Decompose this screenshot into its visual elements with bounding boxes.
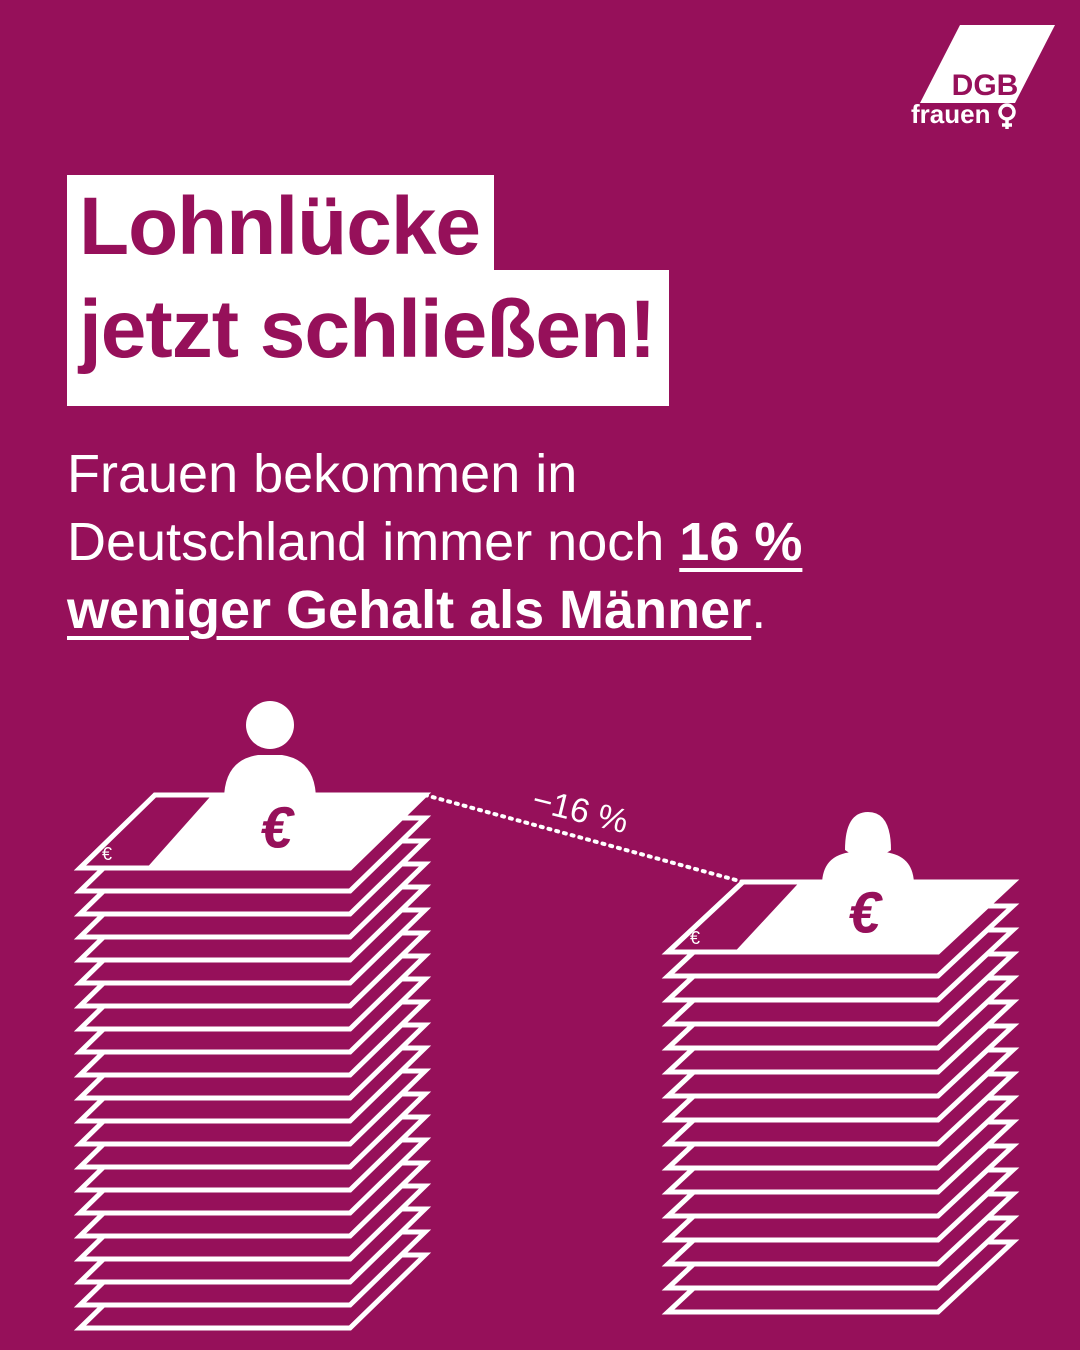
bill-layer (73, 1068, 432, 1147)
venus-icon (998, 103, 1016, 121)
bill-currency-small: € (102, 844, 112, 864)
bill-layer (73, 953, 432, 1032)
bill-top (73, 792, 432, 871)
body-part: . (751, 580, 767, 640)
bill-layer (73, 1229, 432, 1308)
money-stack: € € (661, 879, 1020, 1315)
bill-layer (73, 1160, 432, 1239)
bill-layer (73, 1137, 432, 1216)
bill-layer (661, 1143, 1020, 1219)
bill-layer (73, 815, 432, 894)
bill-layer (661, 1167, 1020, 1243)
bill-layer (73, 1045, 432, 1124)
woman-head (845, 812, 891, 858)
logo-name: DGB (952, 69, 1019, 102)
bill-mark (165, 800, 187, 812)
bill-layer (661, 903, 1020, 979)
man-head (246, 701, 294, 749)
money-stack: € € (73, 792, 432, 1331)
headline-line: Lohnlücke (67, 175, 495, 273)
bill-currency-small: € (690, 928, 700, 948)
bill-top (661, 879, 1020, 955)
body-highlight: 16 % (679, 512, 803, 572)
bill-layer (661, 951, 1020, 1027)
venus-icon (1002, 119, 1012, 129)
bill-layer (73, 1183, 432, 1262)
bill-layer (661, 1239, 1020, 1315)
bill-layer (661, 975, 1020, 1051)
bill-layer (661, 1047, 1020, 1123)
body-highlight: weniger Gehalt als Männer (67, 580, 752, 640)
bill-layer (73, 1252, 432, 1331)
bill-layer (661, 1191, 1020, 1267)
bill-layer (661, 927, 1020, 1003)
bill-layer (73, 976, 432, 1055)
bill-layer (661, 999, 1020, 1075)
bill-layer (661, 1095, 1020, 1171)
gap-line (423, 793, 745, 884)
logo: DGB frauen (911, 25, 1055, 129)
bill-layer (73, 1206, 432, 1285)
body-part: Deutschland immer noch (67, 512, 665, 572)
headline-line: jetzt schließen! (67, 270, 670, 406)
bill-currency: € (848, 880, 883, 945)
body-part: Frauen bekommen in (67, 444, 578, 504)
bill-layer (73, 930, 432, 1009)
bill-layer (73, 838, 432, 917)
bill-layer (661, 1023, 1020, 1099)
bill-layer (73, 907, 432, 986)
bill-currency: € (260, 796, 295, 861)
bill-layer (661, 1119, 1020, 1195)
logo-shape (920, 25, 1055, 103)
logo-sub: frauen (911, 99, 990, 129)
woman-body (822, 852, 914, 885)
bill-layer (661, 1071, 1020, 1147)
bill-layer (73, 1022, 432, 1101)
bill-panel (73, 792, 221, 871)
man-body (224, 755, 316, 800)
bill-mark (753, 887, 775, 899)
bill-layer (73, 1114, 432, 1193)
bill-layer (661, 1215, 1020, 1291)
bill-layer (73, 1091, 432, 1170)
bill-layer (73, 861, 432, 940)
bill-panel (661, 879, 809, 955)
bill-layer (73, 884, 432, 963)
bill-layer (73, 999, 432, 1078)
body-text: Frauen bekommen in Deutschland immer noc… (67, 440, 1027, 644)
gap-label: −16 % (528, 781, 632, 841)
